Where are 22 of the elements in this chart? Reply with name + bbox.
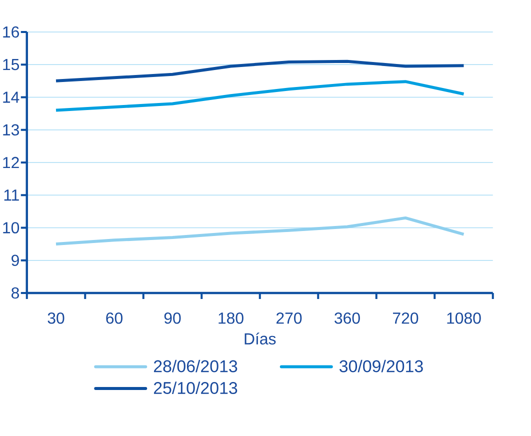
x-tick-label: 1080: [447, 312, 481, 324]
y-tick-label: 11: [4, 190, 19, 201]
y-tick-label: 13: [3, 124, 19, 136]
x-tick-label: 270: [276, 312, 302, 324]
legend-label: 28/06/2013: [154, 360, 238, 372]
y-tick-label: 8: [12, 287, 19, 299]
y-tick-label: 15: [3, 59, 20, 70]
y-tick-label: 9: [12, 254, 19, 266]
y-tick-label: 14: [3, 92, 20, 103]
y-tick-label: 12: [3, 156, 19, 168]
line-series: [54, 216, 466, 246]
x-tick-label: 30: [48, 312, 64, 324]
legend-label: 25/10/2013: [154, 382, 238, 394]
legend-label: 30/09/2013: [340, 360, 423, 372]
x-tick-label: 90: [164, 312, 181, 324]
y-tick-label: 10: [3, 222, 20, 234]
x-tick-label: 180: [218, 312, 244, 324]
y-tick-label: 16: [3, 26, 19, 38]
x-tick-label: 720: [393, 312, 418, 324]
x-tick-label: 360: [334, 312, 360, 324]
x-axis-title: Días: [244, 332, 276, 345]
x-tick-label: 60: [106, 312, 122, 324]
